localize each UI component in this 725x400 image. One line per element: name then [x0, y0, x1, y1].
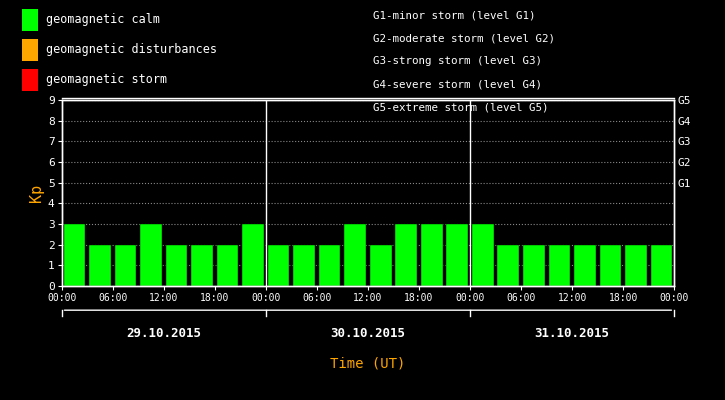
Bar: [191, 245, 213, 286]
Bar: [217, 245, 239, 286]
Bar: [294, 245, 315, 286]
Bar: [472, 224, 494, 286]
Bar: [650, 245, 672, 286]
Bar: [447, 224, 468, 286]
Bar: [395, 224, 417, 286]
Bar: [319, 245, 341, 286]
Text: 30.10.2015: 30.10.2015: [331, 327, 405, 340]
Bar: [268, 245, 289, 286]
Bar: [625, 245, 647, 286]
Bar: [140, 224, 162, 286]
Text: G3-strong storm (level G3): G3-strong storm (level G3): [373, 56, 542, 66]
Bar: [421, 224, 442, 286]
Text: G2-moderate storm (level G2): G2-moderate storm (level G2): [373, 33, 555, 43]
Bar: [574, 245, 596, 286]
Y-axis label: Kp: Kp: [29, 184, 44, 202]
Text: geomagnetic disturbances: geomagnetic disturbances: [46, 44, 218, 56]
Bar: [600, 245, 621, 286]
Bar: [370, 245, 392, 286]
Bar: [549, 245, 571, 286]
Bar: [497, 245, 519, 286]
Text: 29.10.2015: 29.10.2015: [126, 327, 202, 340]
Text: G5-extreme storm (level G5): G5-extreme storm (level G5): [373, 103, 549, 113]
Text: geomagnetic calm: geomagnetic calm: [46, 14, 160, 26]
Bar: [89, 245, 111, 286]
Bar: [115, 245, 136, 286]
Bar: [64, 224, 86, 286]
Text: Time (UT): Time (UT): [331, 357, 405, 371]
Bar: [344, 224, 366, 286]
Bar: [242, 224, 264, 286]
Text: 31.10.2015: 31.10.2015: [534, 327, 610, 340]
Text: G4-severe storm (level G4): G4-severe storm (level G4): [373, 80, 542, 90]
Text: G1-minor storm (level G1): G1-minor storm (level G1): [373, 10, 536, 20]
Bar: [523, 245, 544, 286]
Bar: [165, 245, 187, 286]
Text: geomagnetic storm: geomagnetic storm: [46, 74, 167, 86]
